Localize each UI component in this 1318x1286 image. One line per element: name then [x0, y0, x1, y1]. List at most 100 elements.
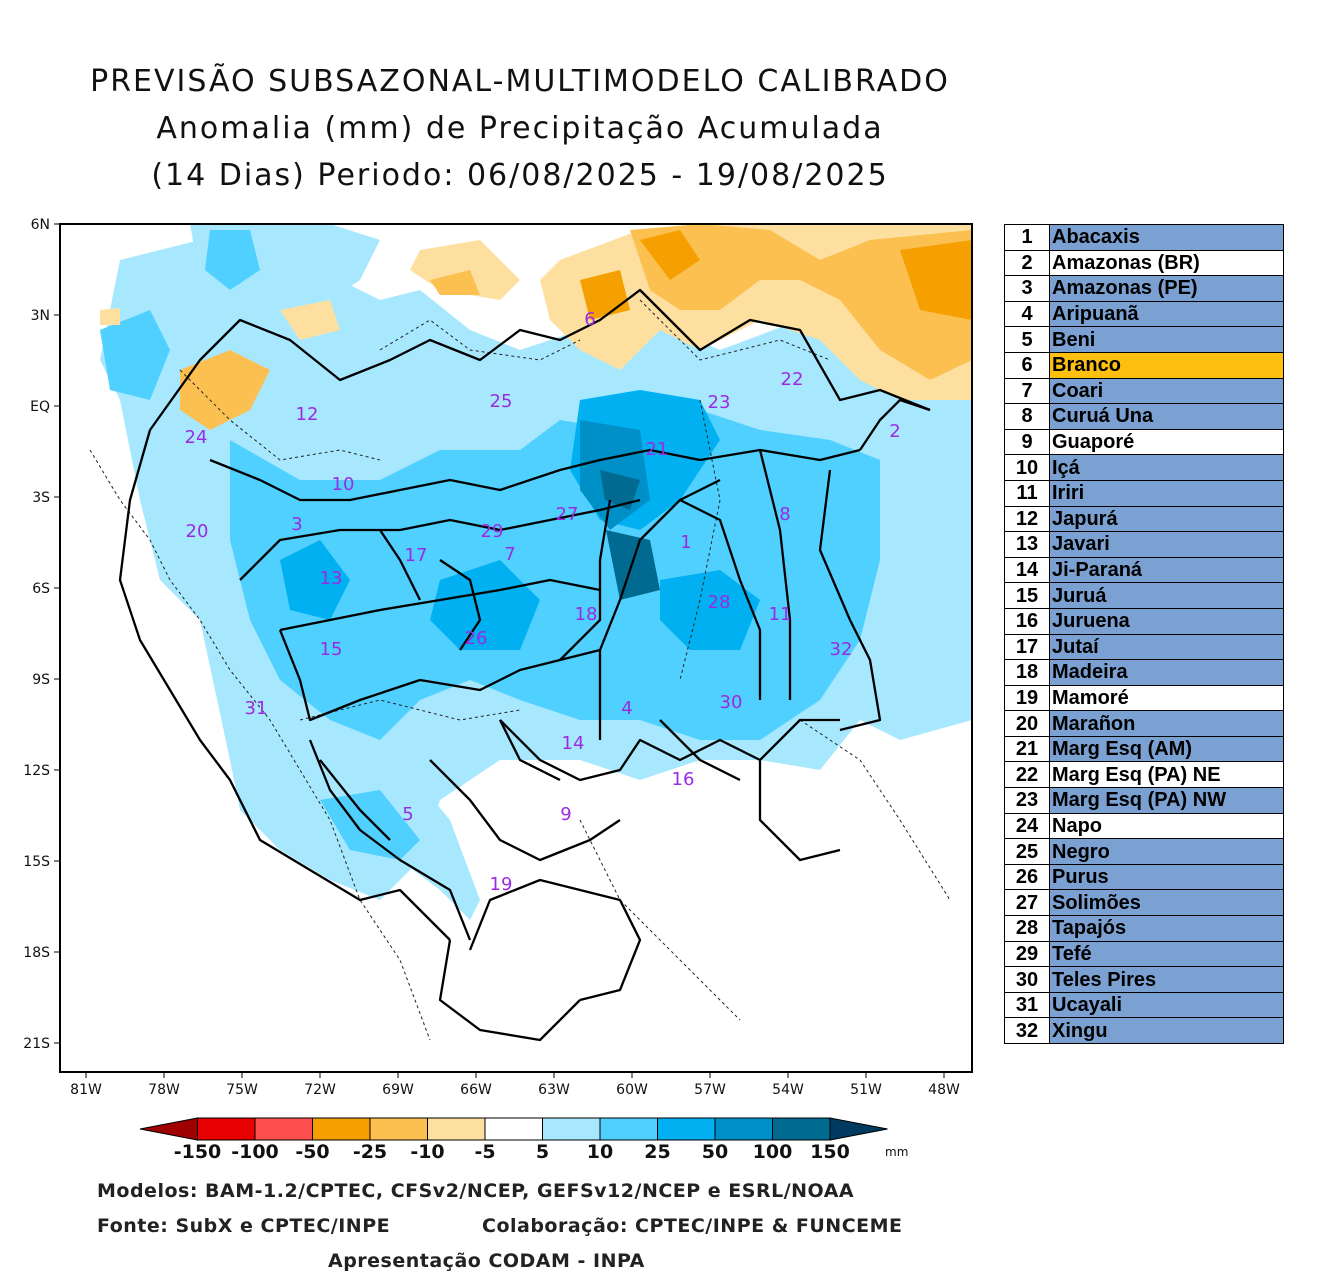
legend-basin-name: Marg Esq (AM) [1049, 735, 1284, 763]
legend-basin-name: Amazonas (PE) [1049, 275, 1284, 302]
legend-number: 22 [1004, 761, 1050, 789]
legend-number: 2 [1004, 249, 1050, 277]
colorbar-cell [369, 1117, 428, 1141]
lat-tick-label: 3S [32, 490, 50, 506]
basin-label-2: 2 [889, 421, 900, 442]
colorbar-label: 10 [587, 1141, 613, 1163]
basin-label-5: 5 [402, 804, 413, 825]
title-line-2: Anomalia (mm) de Precipitação Acumulada [156, 111, 884, 146]
legend-row: 5 Beni [1004, 326, 1284, 353]
lat-tick-label: 15S [23, 854, 50, 870]
lat-tick-label: EQ [30, 399, 50, 415]
legend-basin-name: Jutaí [1049, 633, 1284, 661]
colorbar-label: -5 [474, 1141, 495, 1163]
colorbar-label: -10 [410, 1141, 444, 1163]
legend-number: 27 [1004, 889, 1050, 917]
lon-tick-label: 54W [772, 1082, 804, 1098]
basin-label-11: 11 [769, 604, 792, 625]
basin-label-3: 3 [291, 514, 302, 535]
basin-label-21: 21 [646, 439, 669, 460]
legend-number: 21 [1004, 735, 1050, 763]
legend-row: 10 Içá [1004, 454, 1284, 481]
legend-number: 7 [1004, 377, 1050, 405]
legend-basin-name: Negro [1049, 838, 1284, 865]
colorbar-cell [139, 1117, 198, 1141]
legend-row: 24 Napo [1004, 812, 1284, 840]
precipitation-map: 1 2 3 4 5 6 7 8 9 10 11 12 13 14 15 16 1… [0, 200, 1000, 1100]
colorbar-label: 50 [702, 1141, 728, 1163]
lon-tick-label: 60W [616, 1082, 648, 1098]
legend-basin-name: Marg Esq (PA) NW [1049, 787, 1284, 814]
basin-label-25: 25 [490, 391, 513, 412]
legend-number: 12 [1004, 505, 1050, 533]
legend-row: 28 Tapajós [1004, 915, 1284, 942]
legend-row: 6 Branco [1004, 351, 1284, 379]
title-line-1: PREVISÃO SUBSAZONAL-MULTIMODELO CALIBRAD… [90, 64, 950, 99]
legend-basin-name: Javari [1049, 531, 1284, 558]
legend-basin-name: Napo [1049, 812, 1284, 840]
legend-basin-name: Curuá Una [1049, 403, 1284, 430]
legend-row: 25 Negro [1004, 838, 1284, 865]
legend-basin-name: Madeira [1049, 659, 1284, 686]
legend-number: 9 [1004, 428, 1050, 456]
legend-basin-name: Solimões [1049, 889, 1284, 917]
legend-number: 4 [1004, 300, 1050, 328]
basin-label-14: 14 [562, 733, 585, 754]
legend-basin-name: Amazonas (BR) [1049, 249, 1284, 277]
legend-number: 6 [1004, 351, 1050, 379]
basin-label-8: 8 [779, 504, 790, 525]
colorbar-cell [427, 1117, 486, 1141]
basin-label-22: 22 [781, 369, 804, 390]
legend-row: 21 Marg Esq (AM) [1004, 735, 1284, 763]
legend-basin-name: Iriri [1049, 479, 1284, 507]
basin-label-9: 9 [560, 804, 571, 825]
legend-number: 1 [1004, 224, 1050, 251]
basin-label-12: 12 [296, 404, 319, 425]
legend-basin-name: Coari [1049, 377, 1284, 405]
legend-row: 3 Amazonas (PE) [1004, 275, 1284, 302]
legend-basin-name: Aripuanã [1049, 300, 1284, 328]
lat-tick-label: 6N [31, 217, 50, 233]
legend-row: 27 Solimões [1004, 889, 1284, 917]
legend-row: 30 Teles Pires [1004, 966, 1284, 993]
basin-label-31: 31 [245, 698, 268, 719]
basin-label-23: 23 [708, 392, 731, 413]
basin-label-29: 29 [481, 521, 504, 542]
basin-label-28: 28 [708, 592, 731, 613]
legend-number: 20 [1004, 710, 1050, 737]
lon-tick-label: 51W [850, 1082, 882, 1098]
legend-basin-name: Xingu [1049, 1017, 1284, 1044]
legend-number: 26 [1004, 863, 1050, 891]
basin-label-6: 6 [584, 309, 595, 330]
basin-label-27: 27 [556, 504, 579, 525]
legend-row: 12 Japurá [1004, 505, 1284, 533]
colorbar-cell [772, 1117, 831, 1141]
legend-row: 11 Iriri [1004, 479, 1284, 507]
legend-basin-name: Beni [1049, 326, 1284, 353]
legend-basin-name: Tefé [1049, 940, 1284, 968]
colorbar-label: 25 [644, 1141, 670, 1163]
legend-row: 16 Juruena [1004, 607, 1284, 635]
legend-row: 18 Madeira [1004, 659, 1284, 686]
basin-label-1: 1 [680, 532, 691, 553]
legend-row: 23 Marg Esq (PA) NW [1004, 787, 1284, 814]
legend-number: 31 [1004, 991, 1050, 1019]
basin-label-4: 4 [621, 698, 632, 719]
colorbar-label: 100 [753, 1141, 793, 1163]
lat-tick-label: 12S [23, 763, 50, 779]
legend-number: 16 [1004, 607, 1050, 635]
legend-basin-name: Içá [1049, 454, 1284, 481]
lon-tick-label: 72W [304, 1082, 336, 1098]
credit-source: Fonte: SubX e CPTEC/INPE [97, 1215, 391, 1237]
colorbar-cell [714, 1117, 773, 1141]
legend-row: 32 Xingu [1004, 1017, 1284, 1044]
legend-basin-name: Juruá [1049, 582, 1284, 609]
map-frame [59, 223, 973, 1073]
legend-number: 8 [1004, 403, 1050, 430]
credit-presentation: Apresentação CODAM - INPA [328, 1250, 645, 1272]
legend-basin-name: Abacaxis [1049, 224, 1284, 251]
legend-basin-name: Teles Pires [1049, 966, 1284, 993]
lat-tick-label: 18S [23, 945, 50, 961]
lon-tick-label: 81W [70, 1082, 102, 1098]
legend-number: 25 [1004, 838, 1050, 865]
